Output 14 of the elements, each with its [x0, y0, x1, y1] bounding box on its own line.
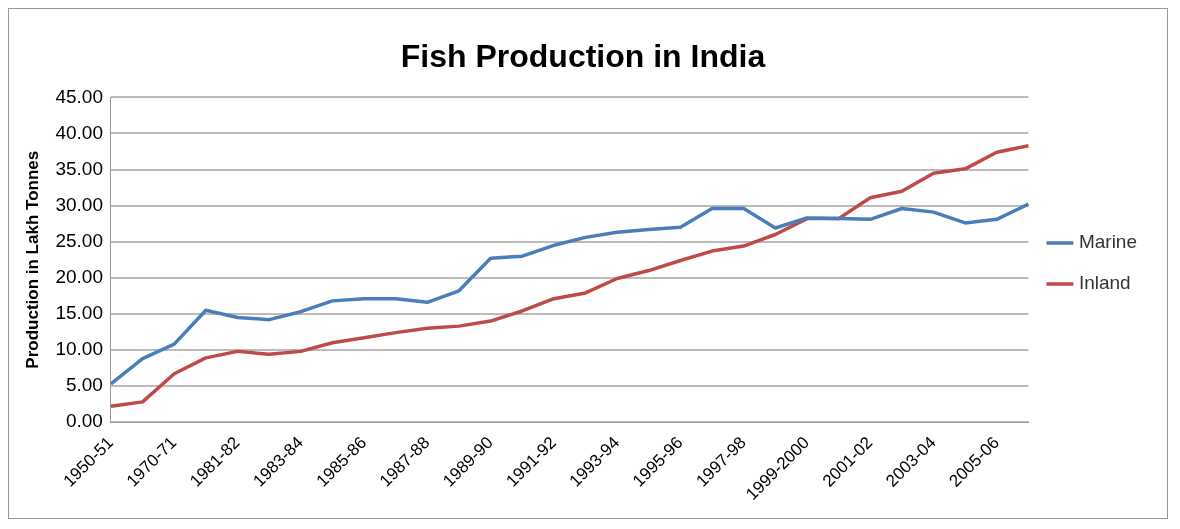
y-tick-label: 40.00 [55, 121, 103, 143]
y-tick-label: 20.00 [55, 266, 103, 288]
y-tick-label: 15.00 [55, 302, 103, 324]
chart-title: Fish Production in India [400, 38, 766, 75]
y-axis-title: Production in Lakh Tonnes [22, 150, 42, 369]
y-tick-label: 45.00 [55, 85, 103, 107]
y-tick-label: 0.00 [65, 410, 103, 432]
legend-label: Inland [1078, 272, 1131, 294]
y-tick-label: 5.00 [65, 374, 103, 396]
y-tick-label: 30.00 [55, 193, 103, 215]
y-tick-label: 10.00 [55, 338, 103, 360]
y-tick-label: 35.00 [55, 157, 103, 179]
legend-label: Marine [1078, 231, 1137, 253]
y-tick-label: 25.00 [55, 229, 103, 251]
